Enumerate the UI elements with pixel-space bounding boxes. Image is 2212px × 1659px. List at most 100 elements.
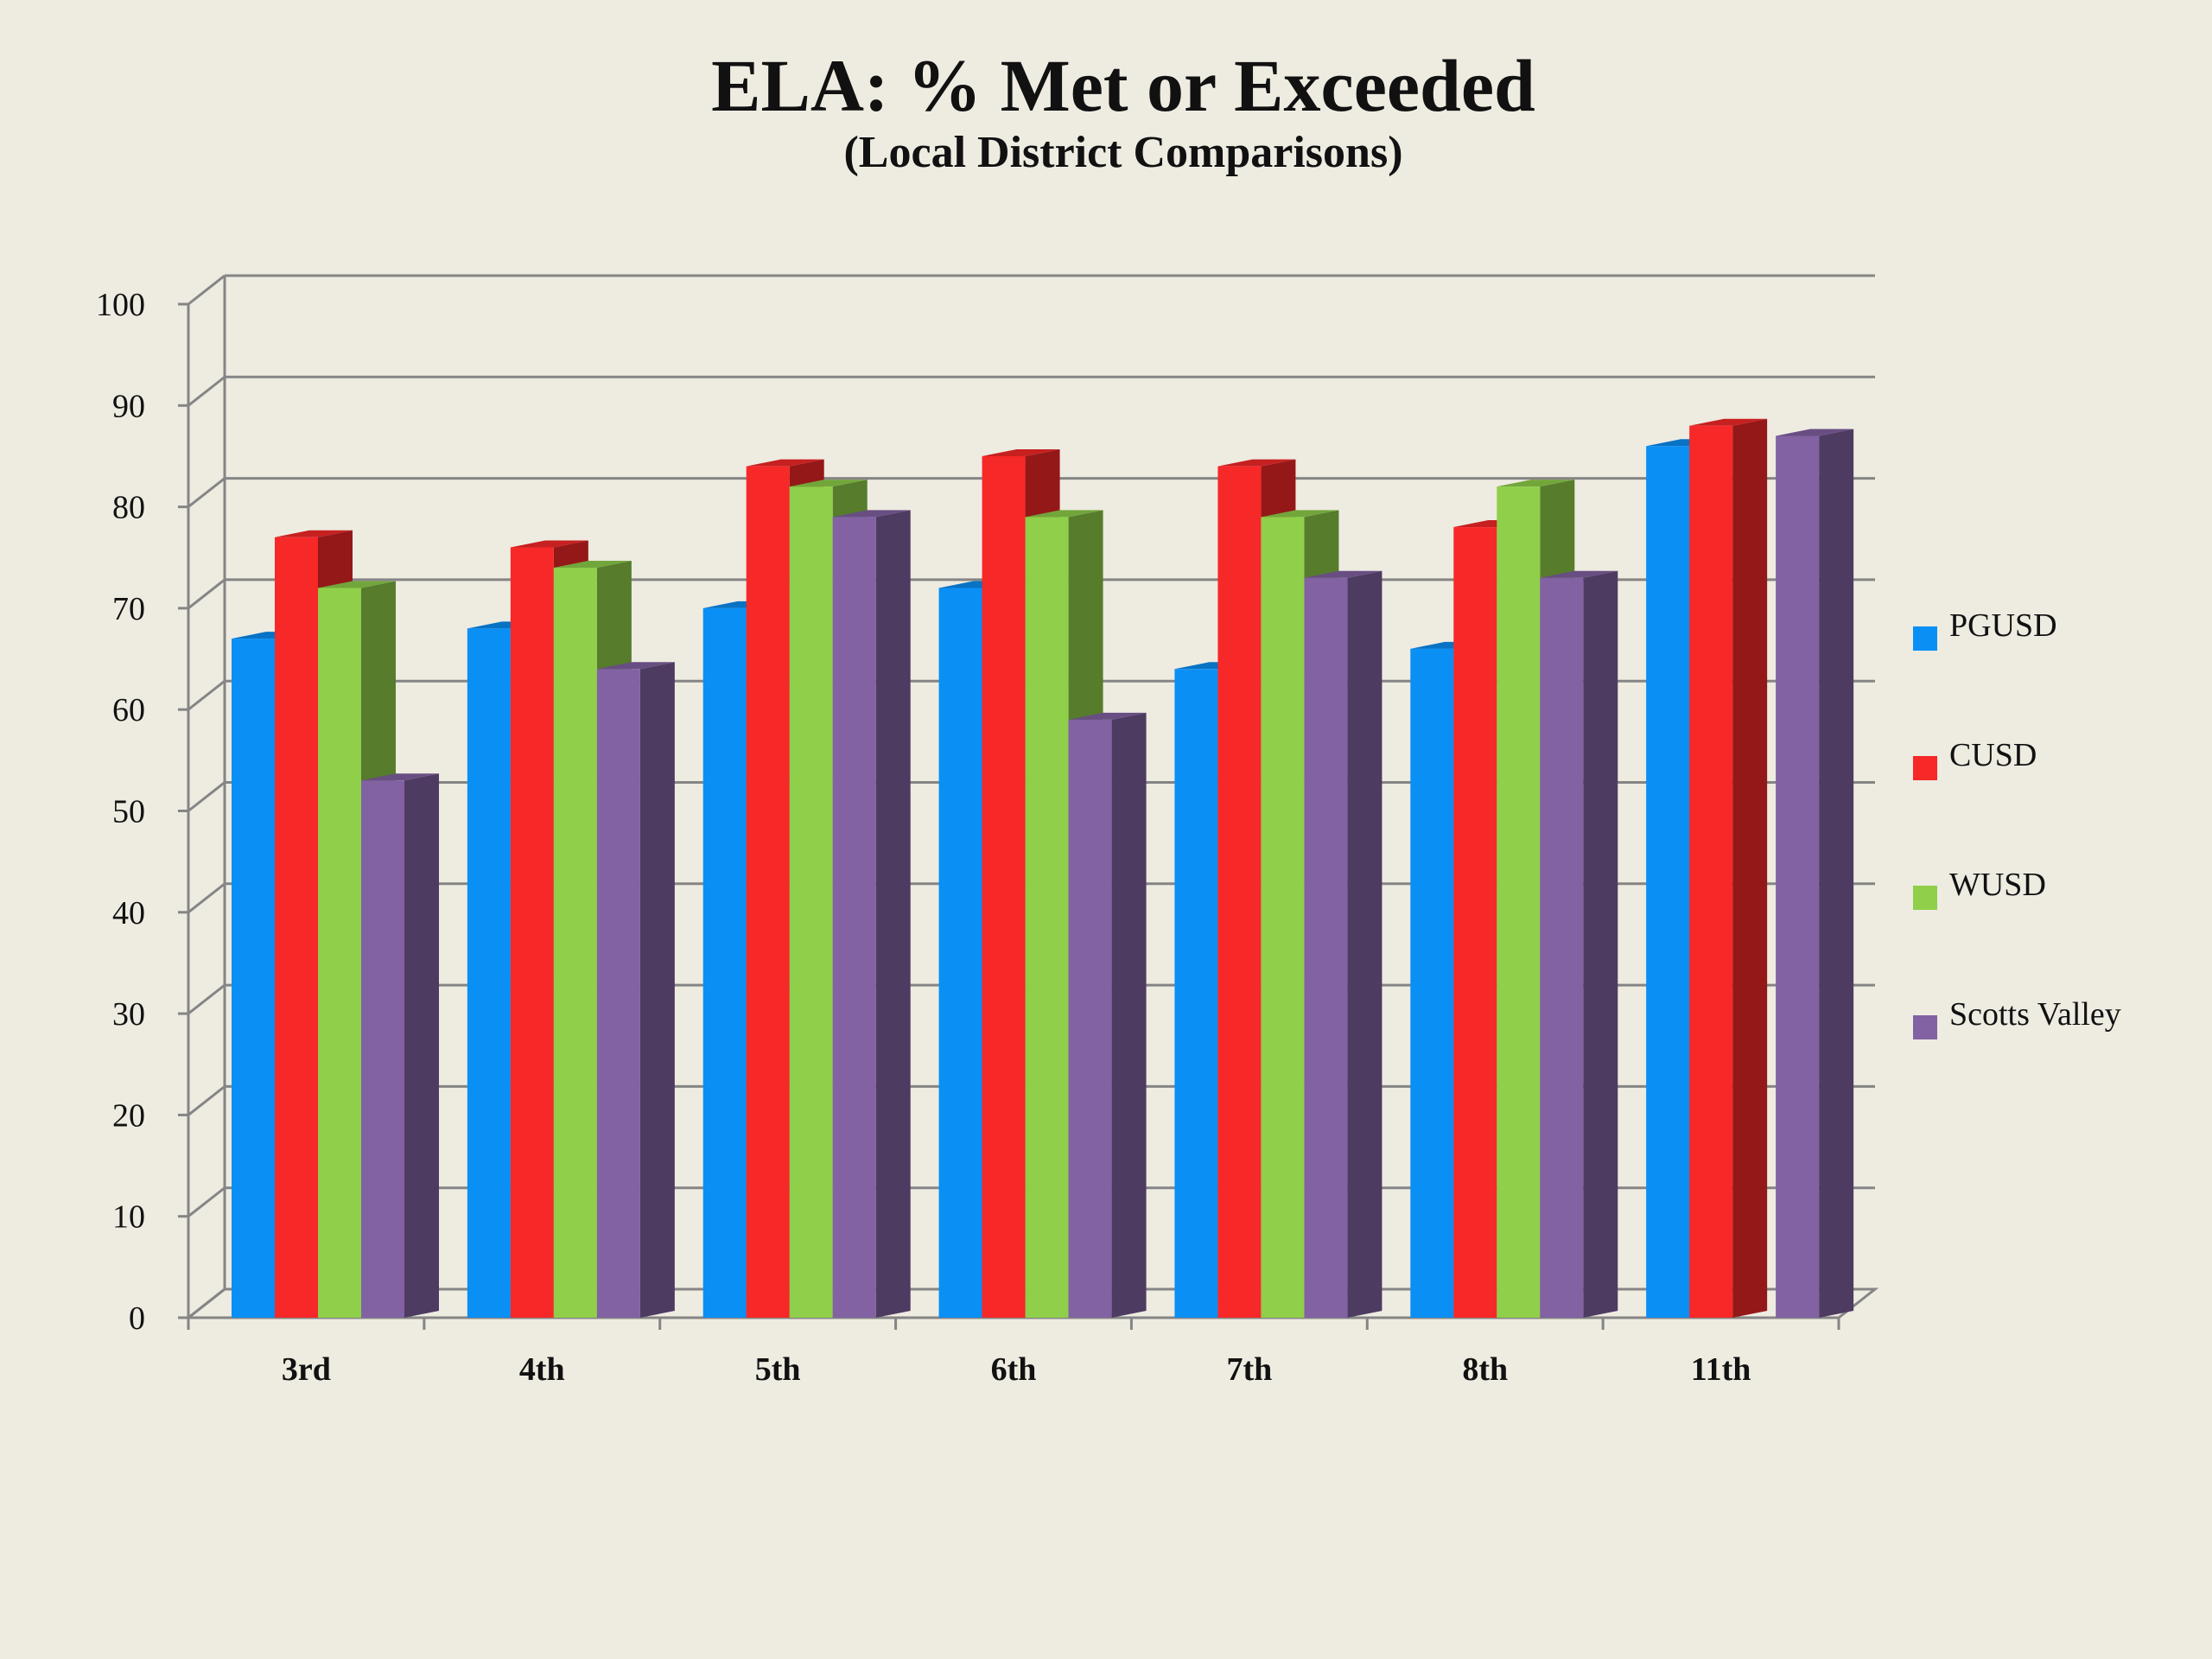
bar-front [553,567,597,1318]
x-tick-label: 4th [519,1351,565,1388]
bar-front [1174,669,1218,1318]
bar-side [404,773,439,1318]
gridline-diagonal [188,1186,226,1217]
y-tick-label: 60 [112,692,145,728]
gridline-diagonal [188,882,226,913]
gridline-diagonal [188,1085,226,1116]
bar-front [1646,446,1690,1318]
bar [596,662,675,1318]
bar-top [982,448,1060,456]
bar-front [1304,577,1348,1318]
gridline-diagonal [188,983,226,1015]
bar-front [361,780,404,1318]
x-tick-label: 8th [1462,1351,1508,1388]
bar-top [510,540,588,548]
bar-front [789,486,833,1318]
legend-swatch [1913,886,1937,910]
bar-side [875,510,911,1318]
bar-front [1068,719,1112,1318]
gridline-diagonal [188,578,226,610]
y-tick-label: 80 [112,490,145,526]
x-tick-label: 5th [755,1351,801,1388]
bar-top [596,662,675,670]
y-tick-label: 30 [112,996,145,1033]
gridline-diagonal [188,477,226,508]
bar-front [1217,466,1262,1318]
x-tick-label: 3rd [282,1351,331,1388]
y-tick-label: 40 [112,895,145,931]
bar [361,773,439,1318]
bar-top [1068,712,1147,720]
chart-bars [232,418,1854,1319]
bar-top [1261,510,1339,518]
bar-front [1776,435,1820,1318]
bar-front [1025,517,1069,1318]
bar-side [1732,418,1768,1318]
bar-front [832,517,876,1318]
gridline-diagonal [188,781,226,812]
bar-top [746,459,824,467]
gridline-diagonal [188,274,226,306]
bar-front [275,537,318,1318]
bar-front [1689,425,1733,1318]
gridline-diagonal [188,376,226,407]
bar-front [702,607,747,1318]
bar [1689,418,1768,1318]
y-tick-label: 20 [112,1097,145,1134]
bar [1776,429,1854,1318]
bar-top [1776,429,1854,436]
chart-title: ELA: % Met or Exceeded [711,44,1535,127]
legend-label: WUSD [1949,867,2046,903]
bar-top [1497,480,1575,487]
bar [318,581,396,1318]
gridline-diagonal [188,680,226,711]
bar-top [1025,510,1103,518]
bar-side [639,662,675,1318]
bar-top [553,560,632,568]
bar-front [746,466,790,1318]
legend-swatch [1913,626,1937,651]
y-tick-label: 10 [112,1199,145,1236]
legend-swatch [1913,1015,1937,1039]
bar-front [1497,486,1541,1318]
bar-top [832,510,911,518]
bar-side [1583,570,1618,1318]
bar-side [1111,712,1147,1318]
bar-top [1217,459,1296,467]
y-tick-label: 100 [96,287,145,323]
chart-legend: PGUSD CUSD WUSD Scotts Valley [1913,607,2121,1039]
bar-side [1347,570,1382,1318]
bar-top [318,581,396,588]
bar-top [275,530,353,537]
y-tick-label: 0 [129,1300,145,1337]
chart-subtitle: (Local District Comparisons) [843,128,1402,177]
y-tick-label: 50 [112,794,145,830]
y-tick-label: 90 [112,388,145,424]
x-tick-label: 7th [1226,1351,1272,1388]
y-tick-label: 70 [112,591,145,627]
bar-front [938,588,982,1318]
bar-front [318,588,361,1318]
bar-top [1304,570,1382,578]
bar-front [1410,648,1454,1318]
bar-side [1819,429,1854,1318]
gridline-diagonal [188,1287,226,1319]
legend-swatch [1913,756,1937,780]
bar [1304,570,1382,1318]
legend-label: CUSD [1949,737,2037,773]
bar-top [789,480,868,487]
legend-label: Scotts Valley [1949,996,2121,1033]
bar-front [467,628,511,1318]
bar-front [1540,577,1584,1318]
bar-front [596,669,640,1318]
x-tick-label: 11th [1691,1351,1751,1388]
bar-front [510,547,554,1318]
bar-top [361,773,439,781]
legend-label: PGUSD [1949,607,2057,644]
bar-top [1689,418,1768,426]
x-tick-label: 6th [991,1351,1037,1388]
bar-front [232,639,275,1318]
bar [832,510,911,1318]
